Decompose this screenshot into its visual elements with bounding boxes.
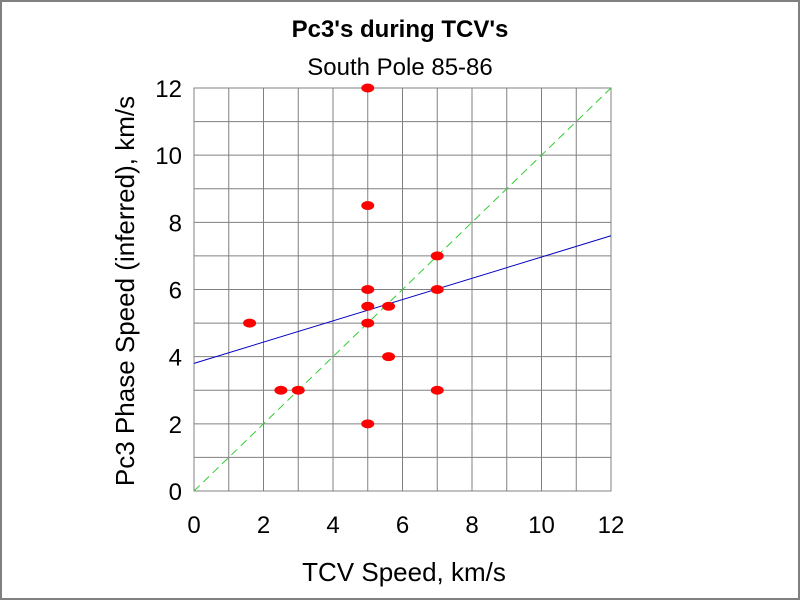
x-tick-label: 8 [465, 512, 478, 539]
y-tick-label: 8 [169, 210, 182, 237]
data-point [382, 352, 396, 362]
reference-lines [193, 87, 612, 492]
x-tick-label: 6 [396, 512, 409, 539]
data-point [361, 285, 375, 294]
chart-title: Pc3's during TCV's [292, 16, 509, 43]
data-point [361, 201, 375, 211]
data-point [274, 385, 288, 395]
data-points [243, 83, 444, 429]
chart-subtitle: South Pole 85-86 [307, 54, 492, 81]
y-tick-label: 2 [169, 412, 182, 439]
x-tick-label: 12 [598, 512, 625, 539]
data-point [430, 385, 444, 395]
regression-fit-line [193, 235, 612, 364]
x-tick-label: 2 [257, 512, 270, 539]
x-tick-label: 4 [326, 512, 339, 539]
y-tick-label: 0 [169, 479, 182, 506]
x-tick-label: 10 [528, 512, 555, 539]
y-axis-label: Pc3 Phase Speed (inferred), km/s [110, 96, 140, 486]
data-point [361, 83, 375, 93]
data-point [361, 419, 375, 429]
x-tick-label: 0 [187, 512, 200, 539]
x-axis-label: TCV Speed, km/s [302, 557, 506, 587]
y-tick-label: 4 [169, 345, 182, 372]
tick-labels: 0 2 4 6 8 10 12 0 2 4 6 8 10 12 [155, 76, 624, 539]
y-tick-label: 12 [155, 76, 182, 103]
y-tick-label: 10 [155, 143, 182, 170]
data-point [361, 301, 375, 311]
data-point [430, 285, 444, 294]
data-point [430, 251, 444, 261]
data-point [291, 385, 305, 395]
identity-line [193, 87, 612, 492]
y-tick-label: 6 [169, 278, 182, 305]
data-point [243, 318, 257, 328]
data-point [382, 301, 396, 311]
data-point [361, 318, 375, 328]
plot-area-border [193, 87, 612, 492]
grid [193, 87, 612, 492]
